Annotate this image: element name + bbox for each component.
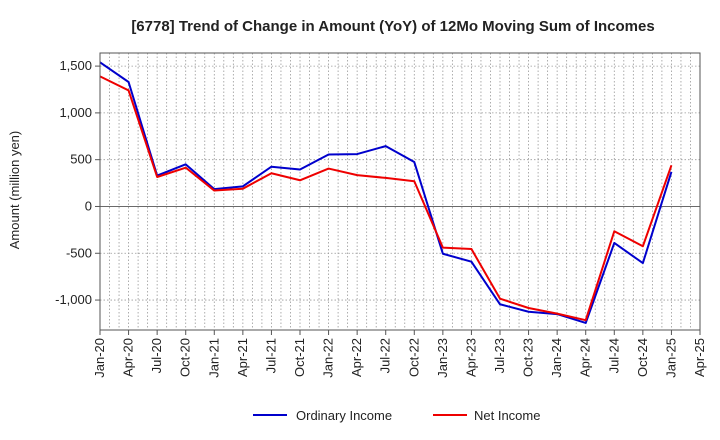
series-line (99, 75, 673, 322)
x-tick-label: Apr-23 (463, 338, 478, 377)
x-tick-label: Apr-20 (121, 338, 136, 377)
x-tick-label: Apr-22 (349, 338, 364, 377)
x-tick-label: Oct-23 (521, 338, 536, 377)
plot-frame (99, 52, 701, 331)
chart-title: [6778] Trend of Change in Amount (YoY) o… (131, 18, 654, 35)
y-tick-label: -500 (66, 245, 92, 260)
x-tick-label: Jan-23 (435, 338, 450, 378)
y-axis-ticks: 1,500 1,000 500 0 -500 -1,000 (55, 58, 100, 307)
x-tick-label: Oct-20 (178, 338, 193, 377)
x-tick-label: Apr-21 (235, 338, 250, 377)
x-tick-label: Jul-22 (378, 338, 393, 373)
x-tick-label: Jul-24 (606, 338, 621, 373)
x-tick-label: Jan-24 (549, 338, 564, 378)
x-tick-label: Apr-25 (692, 338, 707, 377)
x-tick-label: Jan-22 (321, 338, 336, 378)
x-tick-label: Jul-20 (149, 338, 164, 373)
x-tick-label: Jan-20 (92, 338, 107, 378)
grid (99, 53, 701, 330)
legend-label: Ordinary Income (296, 408, 392, 423)
x-tick-label: Oct-21 (292, 338, 307, 377)
x-tick-label: Jul-21 (263, 338, 278, 373)
x-tick-label: Jul-23 (492, 338, 507, 373)
legend-label: Net Income (474, 408, 540, 423)
series-line (99, 61, 673, 324)
y-tick-label: 1,500 (59, 58, 92, 73)
x-tick-label: Apr-24 (578, 338, 593, 377)
x-tick-label: Jan-25 (663, 338, 678, 378)
y-tick-label: 0 (85, 198, 92, 213)
x-tick-label: Oct-22 (406, 338, 421, 377)
legend: Ordinary Income Net Income (253, 408, 540, 423)
y-tick-label: 1,000 (59, 105, 92, 120)
y-tick-label: -1,000 (55, 292, 92, 307)
x-tick-label: Oct-24 (635, 338, 650, 377)
series-layer (99, 61, 673, 324)
x-axis-ticks: Jan-20 Apr-20 Jul-20 Oct-20 Jan-21 Apr-21 Jul-… (92, 330, 707, 378)
y-axis-label: Amount (million yen) (7, 131, 22, 250)
y-tick-label: 500 (70, 152, 92, 167)
x-tick-label: Jan-21 (206, 338, 221, 378)
